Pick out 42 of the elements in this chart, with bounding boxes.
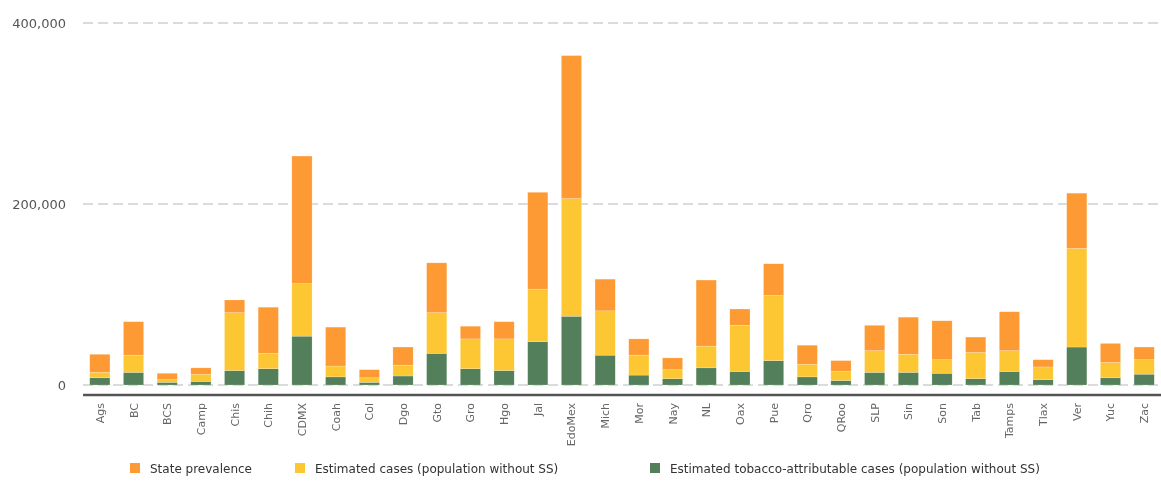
x-tick-label: Coah xyxy=(329,402,343,432)
x-tick-label: Nay xyxy=(666,402,680,425)
x-tick-label: Mor xyxy=(632,402,646,424)
y-tick-label: 0 xyxy=(57,377,66,393)
x-tick-label: CDMX xyxy=(295,402,309,437)
x-tick-label: Dgo xyxy=(397,402,411,426)
x-tick-label: Jal xyxy=(531,403,545,418)
x-tick-label: Chis xyxy=(228,402,242,427)
x-tick-label: Oax xyxy=(733,402,747,425)
x-tick-label: Tamps xyxy=(1003,402,1017,440)
x-tick-label: Zac xyxy=(1138,403,1152,424)
bar xyxy=(89,377,111,386)
legend-label: Estimated cases (population without SS) xyxy=(315,462,559,476)
x-tick-label: Sin xyxy=(902,402,916,421)
x-tick-label: Tlax xyxy=(1037,402,1051,428)
x-tick-label: Chih xyxy=(262,402,276,428)
x-tick-label: Col xyxy=(363,403,377,421)
bar xyxy=(358,369,380,379)
x-tick-label: NL xyxy=(700,402,714,418)
x-tick-label: BCS xyxy=(161,403,175,426)
x-tick-label: Gto xyxy=(430,402,444,423)
bar xyxy=(358,382,380,386)
x-tick-label: SLP xyxy=(868,402,882,423)
x-tick-label: QRoo xyxy=(834,402,848,433)
x-tick-label: Tab xyxy=(969,402,983,423)
x-tick-label: Pue xyxy=(767,402,781,424)
x-tick-label: Ags xyxy=(93,402,107,424)
y-tick-label: 400,000 xyxy=(12,15,66,31)
bar xyxy=(156,373,178,380)
x-tick-label: EdoMex xyxy=(565,402,579,447)
x-tick-label: Camp xyxy=(194,402,208,436)
x-tick-label: Yuc xyxy=(1104,403,1118,423)
y-tick-label: 200,000 xyxy=(12,196,66,212)
x-tick-label: Mich xyxy=(599,402,613,429)
x-tick-label: Qro xyxy=(801,402,815,423)
x-tick-label: BC xyxy=(127,402,141,419)
legend-label: State prevalence xyxy=(150,462,253,476)
x-tick-label: Son xyxy=(936,402,950,424)
x-tick-label: Gro xyxy=(464,402,478,423)
legend-label: Estimated tobacco-attributable cases (population without SS) xyxy=(670,462,1040,476)
x-tick-label: Ver xyxy=(1070,402,1084,421)
x-tick-label: Hgo xyxy=(498,402,512,425)
